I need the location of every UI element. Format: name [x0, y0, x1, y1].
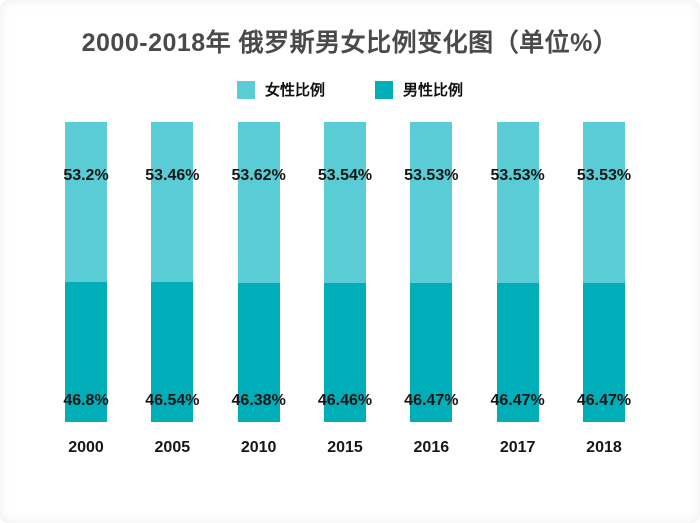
bar-column: 53.53% 46.47% 2016 [404, 122, 458, 457]
chart-title: 2000-2018年 俄罗斯男女比例变化图（单位%） [81, 29, 619, 57]
x-axis-label: 2018 [586, 439, 622, 456]
x-axis-label: 2005 [154, 439, 191, 456]
female-value-label: 53.2% [63, 167, 109, 184]
x-axis-label: 2000 [68, 439, 104, 456]
female-value-label: 53.54% [317, 167, 373, 184]
bar-segment-female [582, 122, 625, 283]
female-value-label: 53.62% [231, 167, 286, 184]
female-value-label: 53.53% [576, 167, 632, 184]
male-value-label: 46.47% [404, 392, 459, 409]
legend-label-male: 男性比例 [403, 82, 464, 99]
legend-item-female: 女性比例 [236, 79, 325, 100]
bar-segment-female [323, 122, 366, 283]
x-axis-label: 2016 [413, 439, 450, 456]
bar-segment-female [237, 122, 280, 283]
bar-column: 53.62% 46.38% 2010 [232, 122, 286, 457]
male-value-label: 46.47% [490, 392, 545, 409]
stacked-bar: 53.2% 46.8% [63, 122, 109, 422]
male-value-label: 46.46% [317, 392, 373, 409]
bar-segment-male [65, 281, 107, 422]
chart-area: 53.2% 46.8% 2000 53.46% 46.54% 2005 53.62% 46.3… [63, 122, 631, 457]
legend-label-female: 女性比例 [264, 82, 325, 99]
stacked-bar: 53.62% 46.38% [232, 122, 286, 422]
female-swatch-icon [236, 80, 255, 99]
male-swatch-icon [375, 80, 393, 99]
bar-segment-female [410, 122, 453, 283]
bar-segment-female [65, 122, 107, 282]
bar-segment-female [496, 122, 539, 283]
bar-column: 53.53% 46.47% 2018 [577, 122, 631, 457]
stacked-bar: 53.53% 46.47% [491, 122, 545, 422]
male-value-label: 46.38% [231, 392, 286, 409]
x-axis-label: 2010 [240, 439, 277, 456]
bar-column: 53.2% 46.8% 2000 [63, 122, 109, 457]
chart-legend: 女性比例 男性比例 [0, 79, 700, 100]
female-value-label: 53.53% [404, 167, 459, 184]
x-axis-label: 2017 [499, 439, 536, 456]
male-value-label: 46.47% [576, 392, 632, 409]
bar-segment-male [323, 282, 366, 422]
bar-column: 53.54% 46.46% 2015 [318, 122, 372, 457]
stacked-bar: 53.53% 46.47% [404, 122, 458, 422]
bar-segment-male [410, 282, 453, 422]
female-value-label: 53.53% [490, 167, 545, 184]
x-axis-label: 2015 [327, 439, 363, 456]
bar-segment-male [582, 282, 625, 422]
bar-segment-male [496, 282, 539, 422]
bar-column: 53.46% 46.54% 2005 [145, 122, 199, 457]
stacked-bar: 53.53% 46.47% [577, 122, 631, 422]
bar-segment-female [151, 122, 194, 283]
bar-column: 53.53% 46.47% 2017 [491, 122, 545, 457]
male-value-label: 46.54% [145, 392, 200, 409]
male-value-label: 46.8% [63, 392, 109, 409]
female-value-label: 53.46% [145, 167, 200, 184]
bar-segment-male [151, 282, 194, 422]
bar-segment-male [237, 282, 280, 422]
legend-item-male: 男性比例 [375, 79, 463, 100]
stacked-bar: 53.54% 46.46% [318, 122, 372, 422]
stacked-bar: 53.46% 46.54% [145, 122, 199, 422]
